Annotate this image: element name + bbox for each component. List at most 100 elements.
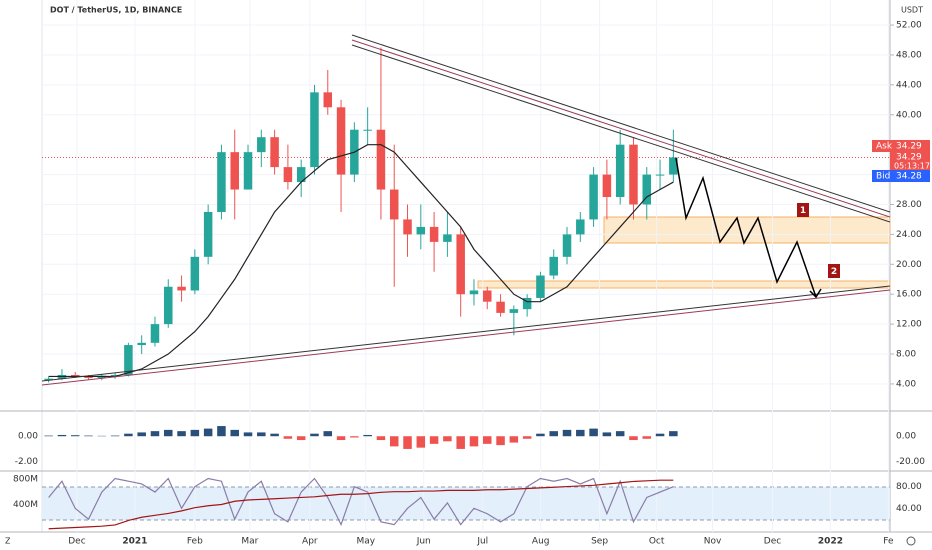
candle-body (589, 174, 598, 220)
candle-body (137, 342, 146, 346)
annotation: 1 (800, 206, 806, 216)
macd-bar (70, 435, 80, 437)
macd-bar (57, 434, 67, 437)
candle-body (655, 174, 665, 176)
macd-bar (669, 431, 678, 437)
y-tick-label: 40.00 (896, 110, 922, 120)
macd-bar (589, 428, 598, 437)
trendline (351, 39, 891, 218)
macd-bar (576, 429, 585, 437)
macd-bar (456, 436, 465, 449)
macd-bar (602, 432, 612, 437)
candle-body (296, 167, 306, 183)
macd-bar (190, 429, 200, 437)
macd-bar (164, 429, 173, 437)
x-tick-label: Dec (68, 537, 85, 547)
candle-body (110, 374, 120, 376)
x-tick-label: 2021 (122, 537, 147, 547)
zone-box (477, 280, 891, 289)
candle-body (403, 219, 412, 235)
macd-bar (629, 436, 638, 441)
trendline (351, 34, 891, 213)
macd-bar (429, 436, 439, 444)
macd-bar (84, 435, 93, 437)
x-tick-label: Jul (476, 537, 488, 547)
x-tick-label: Jun (416, 537, 431, 547)
candle-body (323, 92, 333, 108)
candle-body (456, 234, 465, 295)
y-tick-label: -20.00 (896, 457, 925, 467)
macd-bar (230, 429, 239, 437)
y-tick-label: 40.00 (896, 504, 922, 514)
candle-body (336, 107, 346, 175)
x-tick-label: 2022 (818, 537, 843, 547)
macd-bar (150, 431, 160, 437)
x-tick-label: Sep (591, 537, 608, 547)
macd-bar (642, 436, 652, 439)
projection-arrow (809, 288, 822, 299)
macd-bar (350, 436, 359, 438)
x-tick-label: Fe (883, 537, 894, 547)
candle-body (190, 256, 200, 291)
price-box (872, 170, 930, 182)
y-tick-label: 20.00 (896, 260, 922, 270)
candle-body (283, 167, 293, 183)
macd-bar (549, 431, 558, 437)
macd-bar (336, 436, 346, 441)
currency: USDT (901, 6, 923, 15)
trendline (41, 289, 891, 386)
candle-body (669, 157, 678, 175)
macd-bar (110, 435, 120, 437)
y2-tick-label: 400M (13, 500, 38, 510)
annotation-box (828, 264, 840, 278)
macd-bar (177, 431, 186, 437)
macd-bar (243, 432, 253, 437)
candle-body (443, 234, 452, 242)
y-tick-label: 48.00 (896, 50, 922, 60)
annotation: 2 (831, 267, 837, 277)
price-box-value: 34.29 (896, 142, 922, 152)
candle-body (549, 256, 558, 276)
x-tick-label: Dec (764, 537, 781, 547)
price-box (872, 140, 930, 152)
macd-bar (270, 433, 279, 437)
macd-bar (443, 436, 452, 442)
candle-body (629, 144, 638, 205)
candle-body (124, 345, 133, 375)
trendline (351, 44, 891, 223)
y2-tick-label: 0.00 (18, 432, 38, 442)
candle-body (243, 152, 253, 190)
candle-body (230, 152, 239, 190)
macd-bar (562, 429, 572, 437)
candle-body (150, 324, 160, 343)
macd-bar (203, 428, 213, 437)
candle-body (177, 286, 186, 291)
price-box-value: 34.28 (896, 172, 922, 182)
z-button[interactable]: Z (5, 537, 11, 546)
macd-bar (296, 436, 306, 441)
candle-body (522, 297, 532, 310)
candle-body (509, 309, 519, 313)
macd-bar (509, 436, 519, 443)
x-tick-label: Mar (241, 537, 258, 547)
macd-bar (389, 436, 399, 447)
candle-body (576, 219, 585, 235)
x-tick-label: Nov (704, 537, 722, 547)
price-box-label: Bid (876, 172, 890, 182)
macd-bar (124, 433, 133, 437)
candle-body (270, 137, 279, 168)
candle-body (602, 174, 612, 198)
macd-bar (44, 435, 53, 437)
trendline (41, 285, 891, 382)
macd-bar (257, 432, 266, 437)
price-box-label: Ask (876, 142, 893, 152)
macd-bar (522, 436, 532, 439)
candle-body (496, 301, 505, 313)
settings-icon[interactable] (906, 536, 916, 546)
x-tick-label: May (356, 537, 375, 547)
macd-bar (469, 436, 479, 447)
candle-body (483, 290, 492, 302)
last-price: 34.29 (896, 153, 922, 163)
annotation-box (797, 203, 809, 217)
